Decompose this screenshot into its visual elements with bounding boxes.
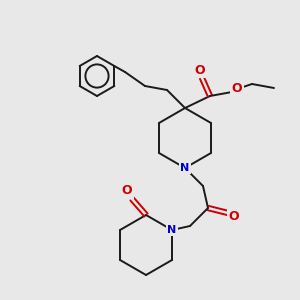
Text: N: N (167, 225, 177, 235)
Text: O: O (232, 82, 242, 95)
Text: O: O (122, 184, 132, 197)
Text: O: O (229, 209, 239, 223)
Text: N: N (180, 163, 190, 173)
Text: N: N (167, 225, 177, 235)
Text: O: O (195, 64, 205, 76)
Text: N: N (180, 163, 190, 173)
